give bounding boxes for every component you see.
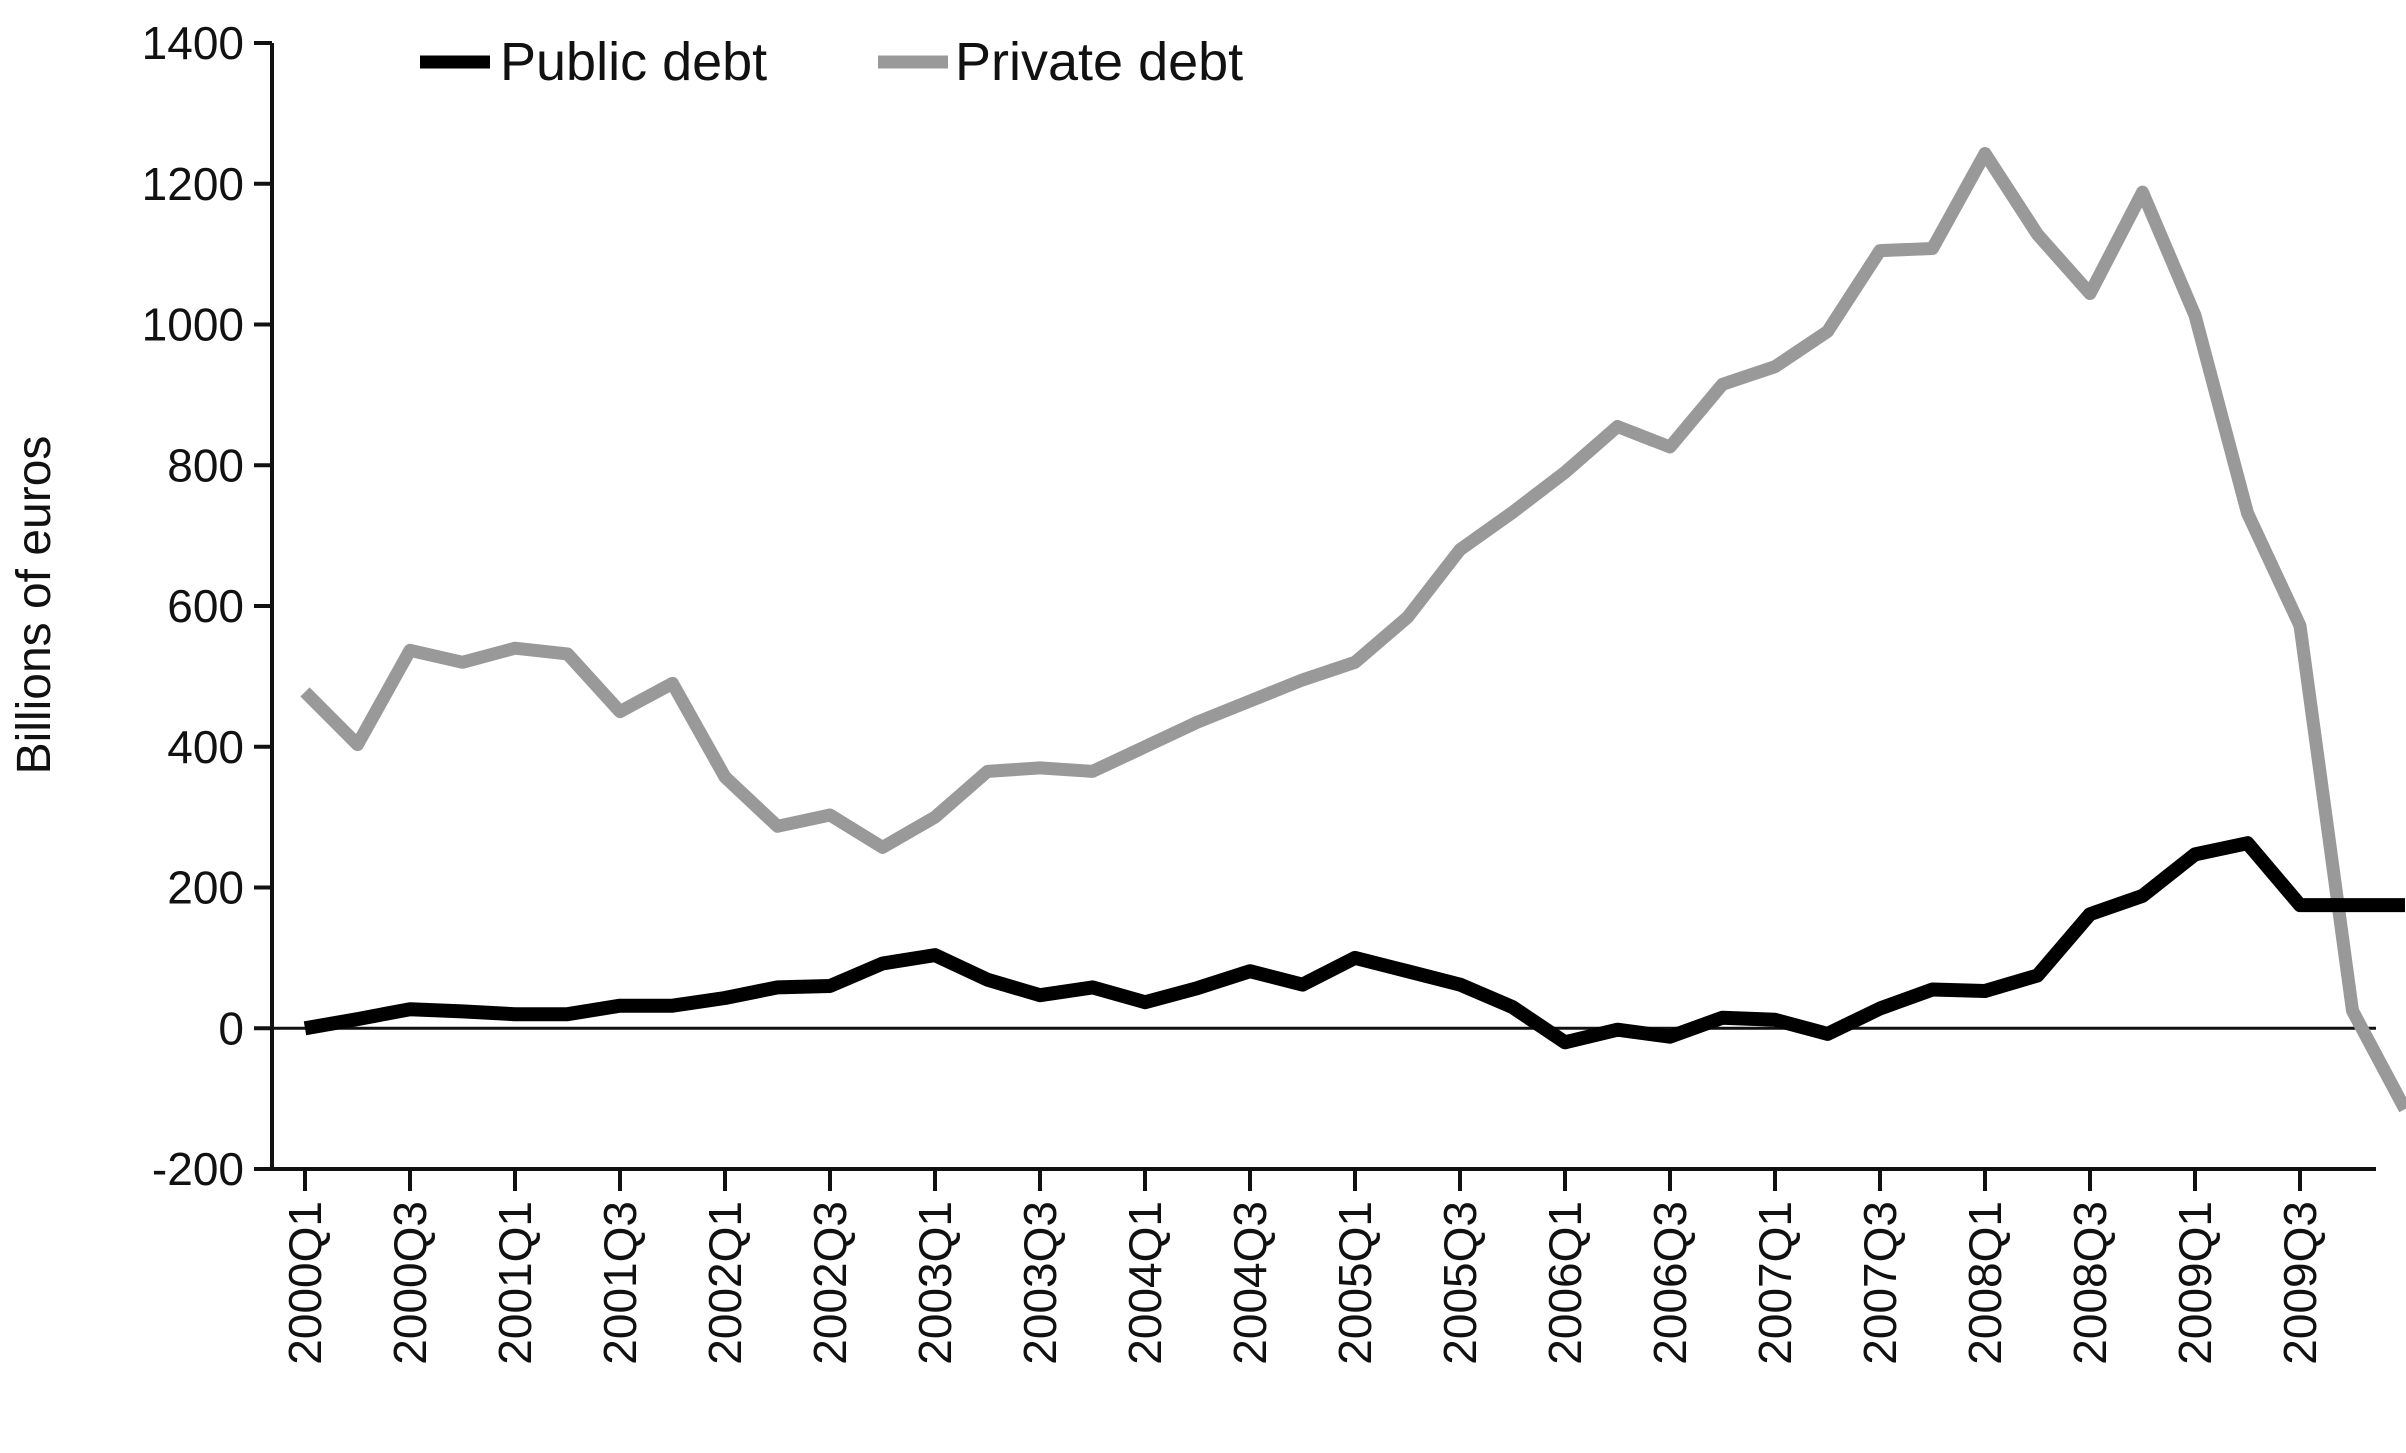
y-tick-label: 1200: [142, 158, 244, 210]
x-tick-label: 2000Q3: [384, 1201, 436, 1365]
x-tick-label: 2009Q3: [2274, 1201, 2326, 1365]
y-tick-label: 200: [167, 862, 244, 914]
x-tick-label: 2006Q1: [1539, 1201, 1591, 1365]
x-tick-label: 2005Q1: [1329, 1201, 1381, 1365]
x-tick-label: 2000Q1: [279, 1201, 331, 1365]
x-tick-label: 2004Q1: [1119, 1201, 1171, 1365]
x-tick-label: 2003Q3: [1014, 1201, 1066, 1365]
x-tick-label: 2006Q3: [1644, 1201, 1696, 1365]
y-tick-label: 1400: [142, 17, 244, 69]
x-tick-label: 2001Q1: [489, 1201, 541, 1365]
x-tick-label: 2009Q1: [2169, 1201, 2221, 1365]
y-axis-label: Billions of euros: [8, 436, 61, 775]
tick-labels-layer: -200 0 200 400 600 800 1000 1200 1400 2000Q1 2000Q…: [142, 17, 2326, 1365]
x-tick-label: 2003Q1: [909, 1201, 961, 1365]
y-tick-label: 800: [167, 439, 244, 491]
y-tick-label: 0: [218, 1002, 244, 1054]
legend-label-private-debt: Private debt: [955, 32, 1243, 92]
x-tick-label: 2005Q3: [1434, 1201, 1486, 1365]
y-tick-label: 600: [167, 580, 244, 632]
x-tick-label: 2007Q3: [1854, 1201, 1906, 1365]
y-tick-label: 400: [167, 721, 244, 773]
x-tick-label: 2008Q1: [1959, 1201, 2011, 1365]
y-tick-label: 1000: [142, 299, 244, 351]
x-tick-label: 2002Q3: [804, 1201, 856, 1365]
legend-label-public-debt: Public debt: [500, 32, 767, 92]
x-tick-label: 2008Q3: [2064, 1201, 2116, 1365]
legend: Public debt Private debt: [420, 32, 1243, 92]
x-tick-label: 2004Q3: [1224, 1201, 1276, 1365]
y-tick-label: -200: [152, 1143, 244, 1195]
series-line-public-debt: [303, 836, 2405, 1050]
axes-layer: [254, 41, 2376, 1191]
x-tick-label: 2001Q3: [594, 1201, 646, 1365]
series-layer: [300, 147, 2406, 1113]
x-tick-label: 2007Q1: [1749, 1201, 1801, 1365]
x-tick-label: 2002Q1: [699, 1201, 751, 1365]
series-line-private-debt: [300, 147, 2406, 1113]
